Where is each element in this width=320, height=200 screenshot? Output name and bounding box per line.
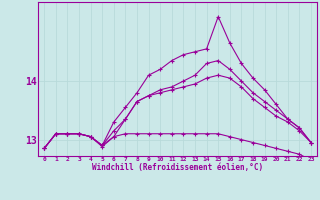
X-axis label: Windchill (Refroidissement éolien,°C): Windchill (Refroidissement éolien,°C) — [92, 163, 263, 172]
